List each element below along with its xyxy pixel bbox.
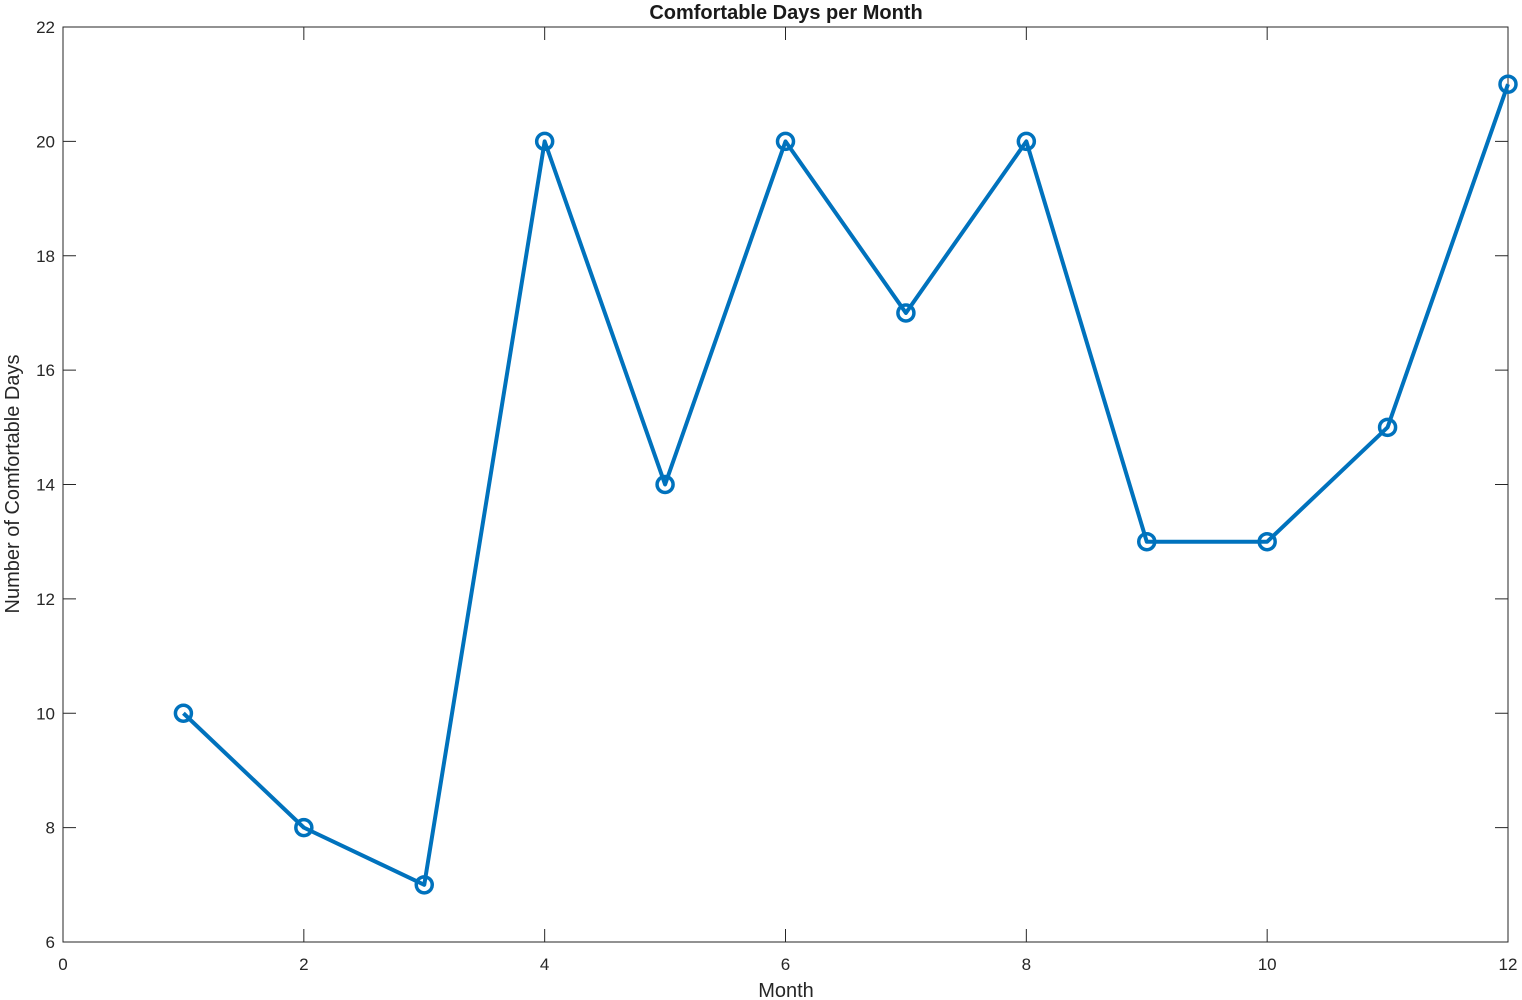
y-tick-label: 6: [46, 933, 55, 952]
x-tick-label: 2: [299, 955, 308, 974]
y-tick-label: 12: [36, 590, 55, 609]
y-tick-label: 16: [36, 361, 55, 380]
y-tick-label: 14: [36, 476, 55, 495]
y-axis-label: Number of Comfortable Days: [2, 355, 24, 614]
data-point-marker: [896, 303, 916, 323]
x-axis-label: Month: [758, 980, 814, 1000]
x-tick-label: 0: [58, 955, 67, 974]
data-point-marker: [534, 131, 555, 152]
series-layer: [173, 74, 1518, 895]
x-tick-label: 4: [540, 955, 549, 974]
data-point-marker: [775, 131, 796, 152]
x-tick-label: 12: [1499, 955, 1518, 974]
data-point-marker: [655, 474, 675, 495]
data-point-marker: [1137, 531, 1157, 552]
x-tick-label: 8: [1022, 955, 1031, 974]
y-tick-label: 22: [36, 18, 55, 37]
x-tick-label: 10: [1258, 955, 1277, 974]
data-point-marker: [173, 703, 194, 723]
data-point-marker: [294, 817, 314, 838]
y-tick-label: 10: [36, 704, 55, 723]
data-point-marker: [1016, 131, 1037, 152]
y-tick-label: 20: [36, 132, 55, 151]
data-point-marker: [414, 875, 434, 895]
data-point-marker: [1257, 531, 1277, 552]
y-tick-label: 8: [46, 819, 55, 838]
data-point-marker: [1377, 417, 1398, 438]
y-axis-ticks: 6 8 10 12 14 16 18 20 22: [36, 18, 1508, 952]
chart-title: Comfortable Days per Month: [649, 2, 922, 24]
x-axis-ticks: 0 2 4 6 8 10 12: [58, 27, 1517, 974]
x-tick-label: 6: [781, 955, 790, 974]
data-point-marker: [1498, 74, 1518, 94]
series-line: [182, 83, 1510, 887]
y-tick-label: 18: [36, 247, 55, 266]
